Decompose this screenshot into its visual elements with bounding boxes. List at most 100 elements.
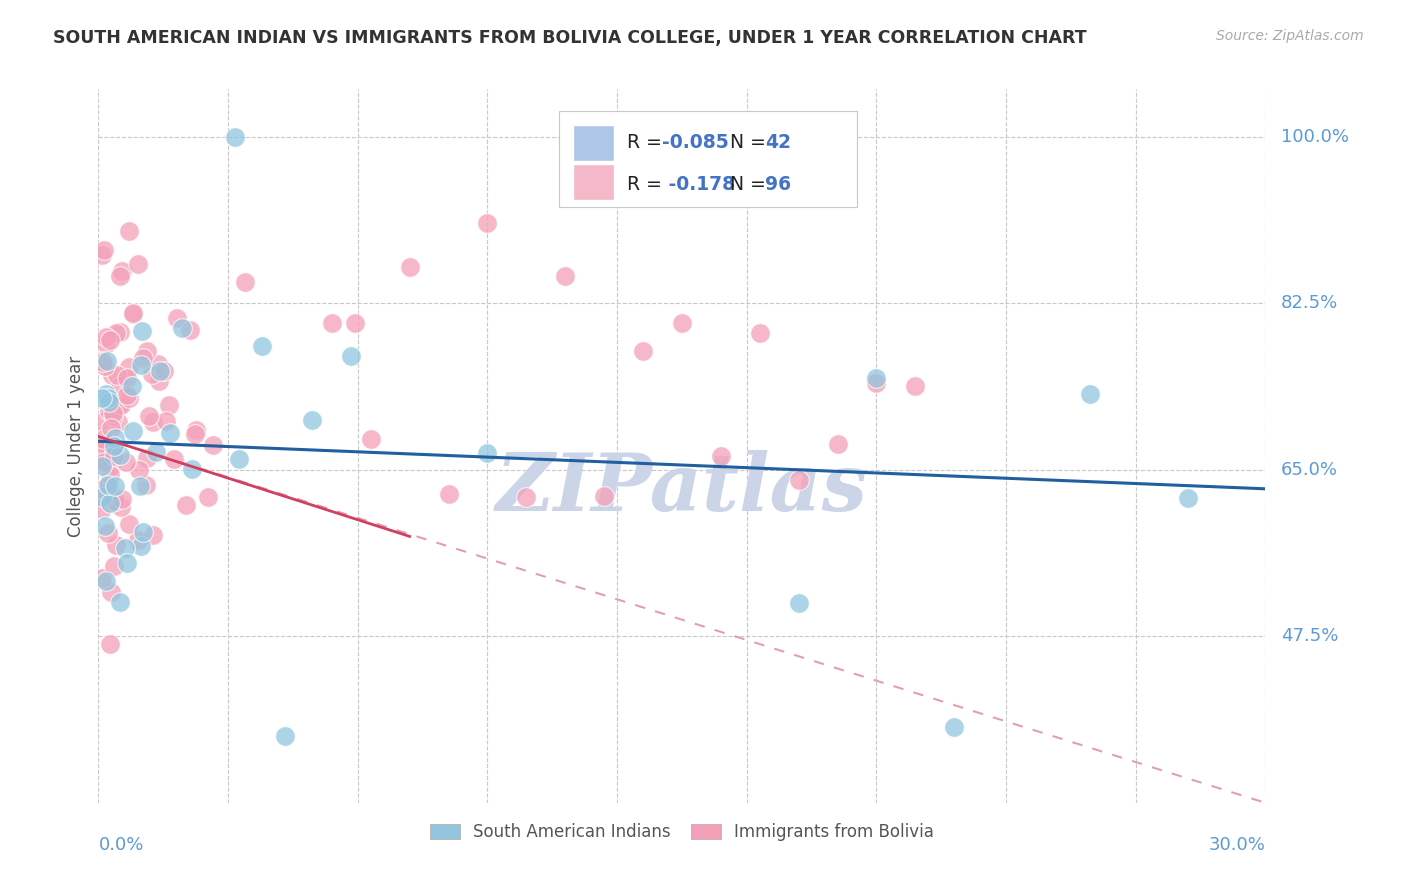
Point [186,424,208,438]
Point [110,448,132,462]
Text: R =: R = [627,133,668,153]
Point [98,496,121,510]
Point [93,359,115,373]
Legend: South American Indians, Immigrants from Bolivia: South American Indians, Immigrants from … [423,817,941,848]
Point [105,326,128,340]
Text: 65.0%: 65.0% [1281,461,1339,479]
Point [94,438,117,452]
Point [224,129,246,144]
Point [103,558,125,573]
Point [97,525,120,540]
Point [515,490,537,504]
Text: N =: N = [730,175,772,194]
Point [93,455,115,469]
Point [197,490,219,504]
Point [103,409,125,423]
Point [118,391,141,405]
Point [360,432,382,446]
Point [101,489,124,503]
Point [117,388,139,402]
Point [97,394,120,409]
Point [1177,491,1199,506]
Point [91,432,114,446]
Point [97,391,120,405]
Point [141,415,163,429]
Point [1080,386,1102,401]
Text: SOUTH AMERICAN INDIAN VS IMMIGRANTS FROM BOLIVIA COLLEGE, UNDER 1 YEAR CORRELATI: SOUTH AMERICAN INDIAN VS IMMIGRANTS FROM… [53,29,1087,47]
Point [93,445,115,459]
Point [787,596,810,610]
Point [103,478,125,492]
Point [554,268,576,283]
Point [118,359,141,374]
Text: 100.0%: 100.0% [1281,128,1348,145]
Text: 82.5%: 82.5% [1281,294,1339,312]
Point [101,368,124,382]
Text: 30.0%: 30.0% [1209,836,1265,855]
Point [145,444,167,458]
Point [96,574,118,588]
Point [91,501,114,516]
Point [111,492,134,507]
FancyBboxPatch shape [560,111,858,207]
Point [94,330,117,344]
Point [94,337,117,351]
Point [91,491,114,505]
Point [121,379,143,393]
Point [710,450,733,464]
Point [129,540,152,554]
Point [904,379,927,393]
Point [110,378,132,392]
Point [104,494,127,508]
Point [787,473,810,487]
Point [250,339,273,353]
Text: 42: 42 [765,133,790,153]
Point [98,404,121,418]
Point [149,364,172,378]
Point [96,387,118,401]
Point [101,409,124,423]
Point [115,371,138,385]
Point [91,415,114,429]
Point [129,479,152,493]
Point [100,421,122,435]
Point [105,368,128,383]
Point [91,248,114,262]
Point [127,256,149,270]
Point [132,351,155,365]
Text: 96: 96 [765,175,792,194]
Point [146,357,169,371]
Point [943,720,966,734]
FancyBboxPatch shape [574,125,614,161]
Point [136,450,159,465]
Point [748,326,770,341]
Point [115,556,138,570]
Text: -0.085: -0.085 [662,133,728,153]
Y-axis label: College, Under 1 year: College, Under 1 year [66,355,84,537]
Point [159,426,181,441]
Point [343,316,366,330]
Point [115,455,138,469]
Point [142,527,165,541]
Point [131,358,153,372]
Point [865,376,887,391]
Point [118,516,141,531]
Point [110,500,132,515]
Point [98,467,121,482]
Text: ZIPatlas: ZIPatlas [496,450,868,527]
Point [181,461,204,475]
Text: N =: N = [730,133,772,153]
Point [103,406,125,420]
Point [631,344,654,359]
Point [100,585,122,599]
Point [91,355,114,369]
Point [101,448,124,462]
Point [138,409,160,423]
Point [103,439,125,453]
Point [174,498,197,512]
Point [108,268,131,283]
Point [111,264,134,278]
Point [91,451,114,466]
Point [127,533,149,548]
Point [593,490,616,504]
